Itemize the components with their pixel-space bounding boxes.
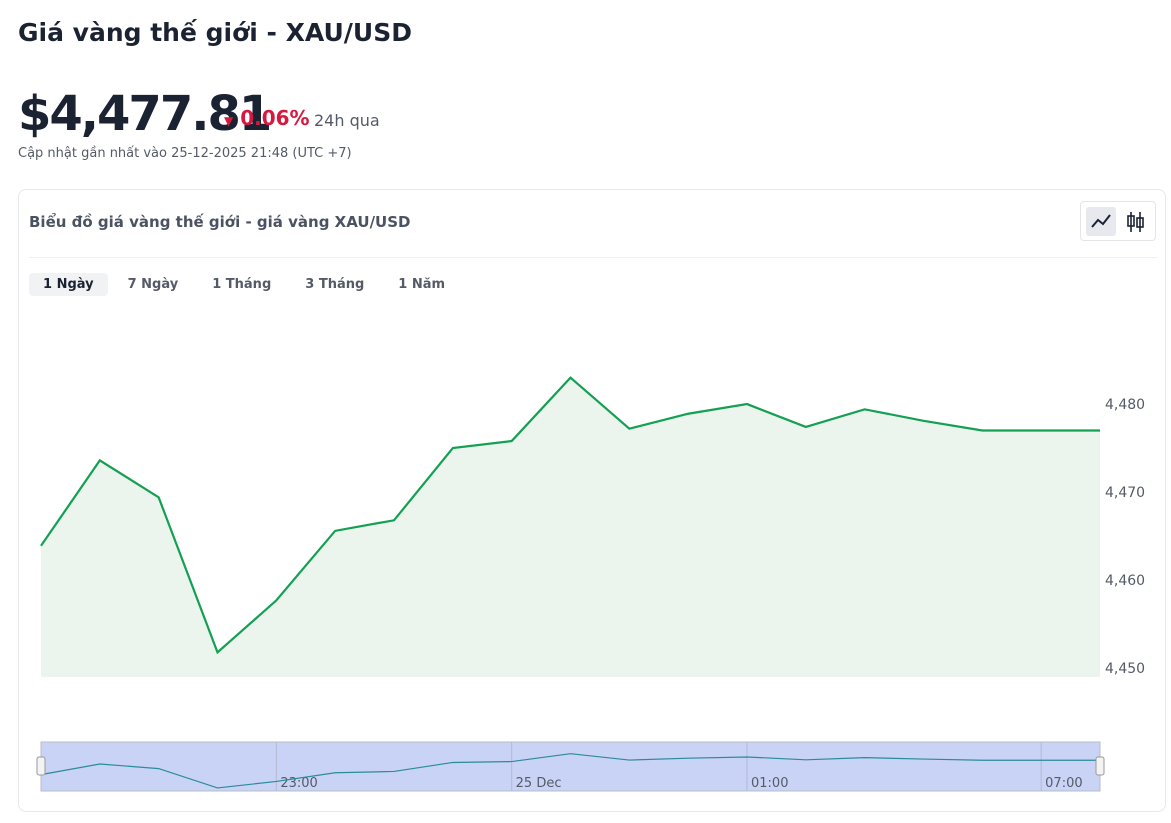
toggle-icons [1086,207,1144,236]
price-line [40,376,1100,655]
candle-button[interactable] [1127,212,1144,232]
separator [29,257,1157,258]
navigator-handle[interactable] [1095,756,1105,776]
area [41,377,1100,677]
chart-card [18,189,1166,812]
chart-title: Biểu đồ giá vàng thế giới - giá vàng XAU… [29,213,411,231]
range-tab[interactable]: 1 Năm [398,277,446,292]
down-arrow: ▼ [224,114,234,128]
y-tick-label: 4,470 [1105,485,1145,501]
range-tab[interactable]: 1 Tháng [212,277,272,292]
period: 24h qua [314,111,380,130]
x-tick-label: 07:00 [1045,776,1082,791]
line-icon [1091,214,1111,228]
y-tick-label: 4,450 [1105,661,1145,677]
y-tick-label: 4,480 [1105,397,1145,413]
x-tick-label: 01:00 [751,776,788,791]
range-tab[interactable]: 7 Ngày [127,277,179,292]
price-change: ▼ 0.06% [224,106,310,130]
navigator-line [40,753,1100,789]
x-tick-label: 25 Dec [516,776,562,791]
y-tick-label: 4,460 [1105,573,1145,589]
navigator [40,741,1101,792]
change-value: 0.06% [240,106,310,130]
page-title: Giá vàng thế giới - XAU/USD [18,18,412,47]
range-tabs: 1 Ngày 7 Ngày 1 Tháng 3 Tháng 1 Năm [29,273,459,296]
range-tab[interactable]: 1 Ngày [29,273,108,296]
chart-type-toggle [1080,201,1156,241]
updated-time: Cập nhật gần nhất vào 25-12-2025 21:48 (… [18,146,352,161]
range-tab[interactable]: 3 Tháng [305,277,365,292]
navigator-handle[interactable] [36,756,46,776]
price: $4,477.81 [18,86,272,142]
